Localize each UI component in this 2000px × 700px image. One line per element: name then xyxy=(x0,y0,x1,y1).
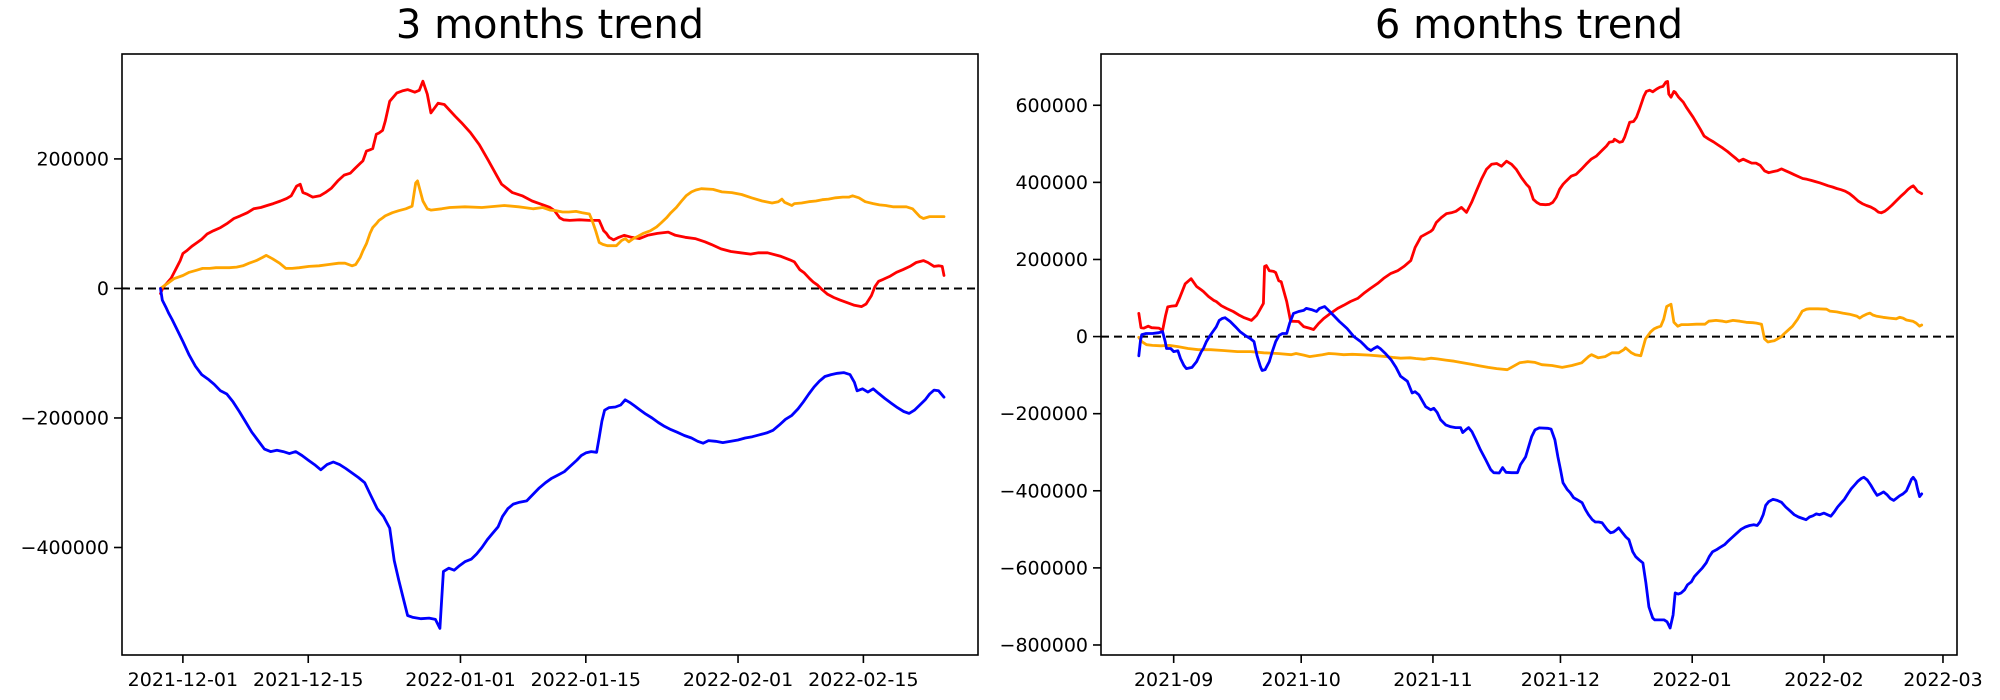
plot-border xyxy=(1100,53,1958,656)
x-tick-label: 2021-10 xyxy=(1261,669,1340,691)
x-tick-label: 2021-12-01 xyxy=(128,669,238,691)
x-tick-label: 2021-11 xyxy=(1393,669,1472,691)
x-tick-label: 2022-01-15 xyxy=(531,669,641,691)
y-tick-label: 0 xyxy=(97,278,109,300)
y-tick-label: −200000 xyxy=(21,407,109,429)
y-tick-label: −400000 xyxy=(21,537,109,559)
x-tick-label: 2022-02 xyxy=(1784,669,1863,691)
x-tick-label: 2021-12-15 xyxy=(253,669,363,691)
plot-6-months: 600000 400000 200000 0 −200000 −400000 −600000… xyxy=(1000,53,1983,691)
y-tick-label: −200000 xyxy=(1000,403,1088,425)
x-tick-label: 2022-03 xyxy=(1903,669,1982,691)
plot-3-months: 200000 0 −200000 −400000 2021-12-01 2021-12-1… xyxy=(21,53,979,691)
chart-title-left: 3 months trend xyxy=(396,2,704,48)
line-orange-series xyxy=(159,179,946,290)
chart-title-right: 6 months trend xyxy=(1375,2,1683,48)
line-blue-series xyxy=(159,286,946,630)
x-tick-label: 2022-02-15 xyxy=(808,669,918,691)
y-tick-label: −800000 xyxy=(1000,634,1088,656)
y-tick-label: 400000 xyxy=(1015,172,1088,194)
y-tick-label: 0 xyxy=(1076,326,1088,348)
x-tick-label: 2021-12 xyxy=(1521,669,1600,691)
y-tick-label: 200000 xyxy=(36,148,109,170)
line-red-series xyxy=(1137,80,1924,332)
y-tick-label: 600000 xyxy=(1015,95,1088,117)
line-red-series xyxy=(159,79,946,309)
x-tick-label: 2021-09 xyxy=(1134,669,1213,691)
y-tick-label: 200000 xyxy=(1015,249,1088,271)
plot-border xyxy=(121,53,979,656)
y-tick-label: −600000 xyxy=(1000,557,1088,579)
x-tick-label: 2022-01-01 xyxy=(405,669,515,691)
line-orange-series xyxy=(1137,302,1924,372)
x-tick-label: 2022-02-01 xyxy=(683,669,793,691)
y-tick-label: −400000 xyxy=(1000,480,1088,502)
line-blue-series xyxy=(1137,305,1924,630)
x-tick-label: 2022-01 xyxy=(1653,669,1732,691)
